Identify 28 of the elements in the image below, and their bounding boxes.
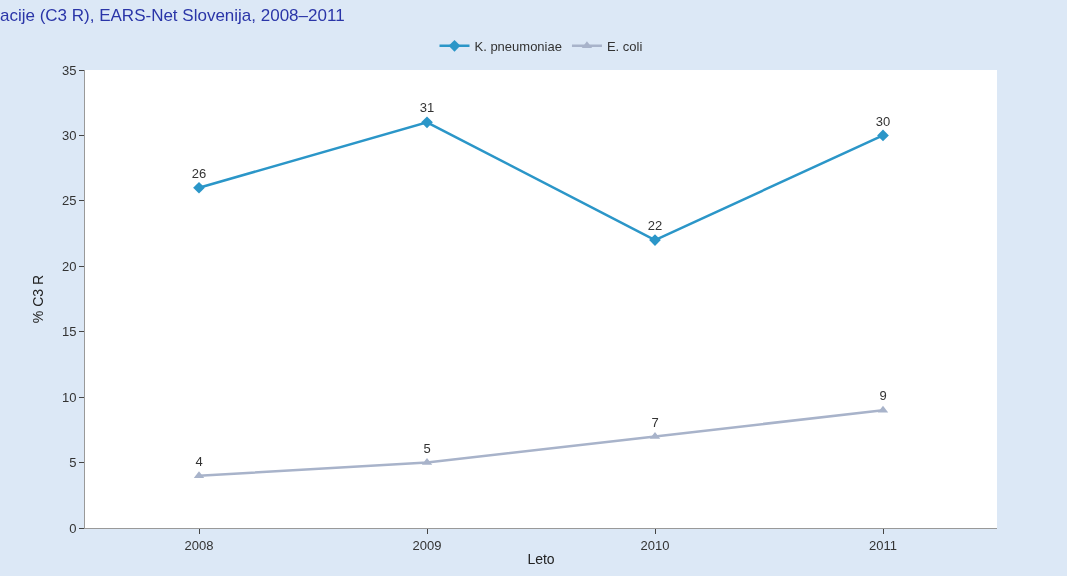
x-tick-label: 2011 [869,537,897,553]
y-tick-label: 30 [61,127,77,143]
y-tick-label: 25 [61,193,77,209]
y-tick-label: 0 [69,520,77,536]
legend-label: E. coli [606,38,643,54]
data-label: 26 [191,165,207,181]
y-tick-label: 20 [61,258,77,274]
chart-title: acije (C3 R), EARS-Net Slovenija, 2008–2011 [0,5,345,25]
point [421,116,433,129]
data-label: 30 [875,113,891,129]
x-tick-label: 2010 [640,537,670,553]
y-tick-label: 35 [61,62,77,78]
y-axis-title: % C3 R [29,274,46,324]
data-label: 7 [651,414,659,430]
y-tick-label: 5 [69,455,77,471]
y-tick-label: 10 [61,389,77,405]
point [193,181,205,194]
data-label: 5 [423,440,431,456]
point [877,129,889,142]
data-label: 9 [879,388,887,404]
legend-label: K. pneumoniae [474,38,562,54]
x-tick-label: 2009 [412,537,442,553]
x-axis-title: Leto [527,550,555,567]
data-label: 31 [419,100,435,116]
data-label: 22 [647,218,663,234]
x-tick-label: 2008 [184,537,214,553]
y-tick-label: 15 [61,324,77,340]
data-label: 4 [195,453,203,469]
